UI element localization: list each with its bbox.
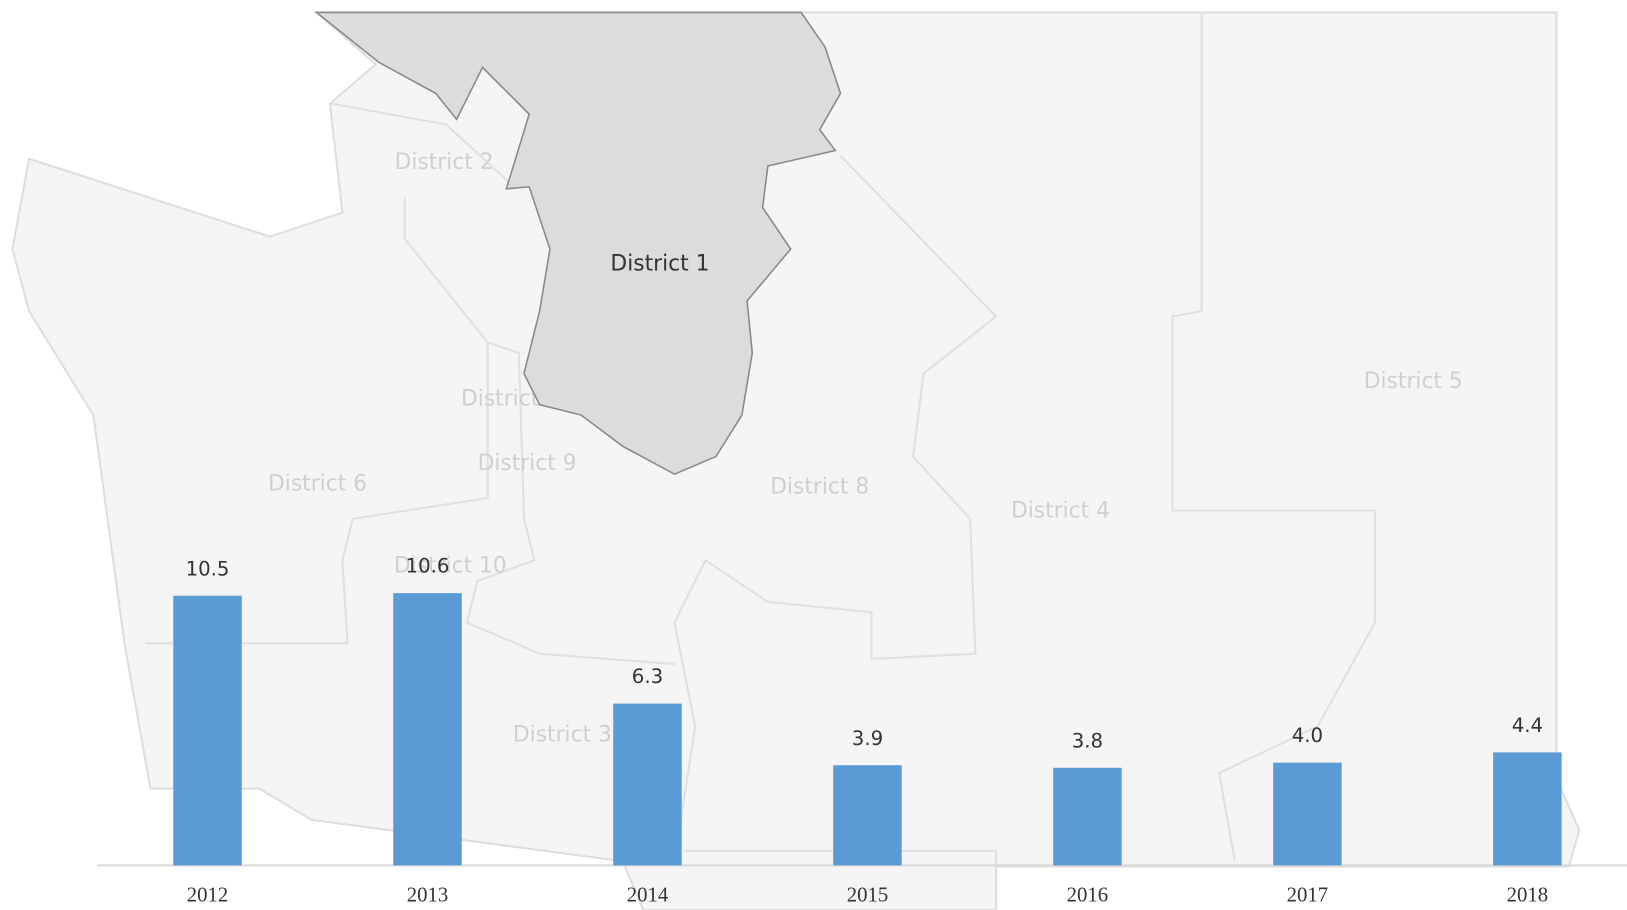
- district-1-shape: [314, 11, 842, 476]
- bar: [173, 595, 242, 866]
- bar: [833, 765, 902, 866]
- district-label: District 1: [610, 252, 709, 277]
- value-label: 6.3: [632, 665, 663, 688]
- value-label: 3.9: [852, 727, 883, 750]
- district-label: District 5: [1364, 369, 1463, 394]
- district-label: District 8: [770, 475, 869, 500]
- district-label: District 4: [1011, 499, 1110, 524]
- bar: [1273, 762, 1342, 866]
- x-tick-label: 2017: [1287, 884, 1329, 906]
- bar-chart: 10.5 2012 10.6 2013 6.3 2014 3.9 2015 3.8 2016 4.0…: [173, 555, 1562, 906]
- value-label: 10.6: [406, 555, 450, 578]
- x-tick-label: 2018: [1507, 884, 1549, 906]
- x-tick-label: 2014: [627, 884, 669, 906]
- value-label: 10.5: [186, 557, 230, 580]
- district-borders: [145, 12, 1376, 867]
- bar: [1053, 767, 1122, 866]
- value-label: 4.4: [1512, 714, 1543, 737]
- bar: [613, 703, 682, 866]
- x-tick-label: 2012: [187, 884, 229, 906]
- district-label: District 6: [268, 472, 367, 497]
- district-label: District 2: [395, 150, 494, 175]
- x-tick-label: 2016: [1067, 884, 1109, 906]
- x-tick-label: 2015: [847, 884, 889, 906]
- district-label: District 10: [394, 554, 507, 579]
- x-tick-label: 2013: [407, 884, 449, 906]
- district-label: District 3: [513, 723, 612, 748]
- value-label: 3.8: [1072, 729, 1103, 752]
- value-label: 4.0: [1292, 724, 1323, 747]
- district-label: District 9: [478, 451, 577, 476]
- bar: [393, 593, 462, 866]
- bar: [1493, 752, 1562, 866]
- district-1-label-layer: District 1: [610, 252, 709, 277]
